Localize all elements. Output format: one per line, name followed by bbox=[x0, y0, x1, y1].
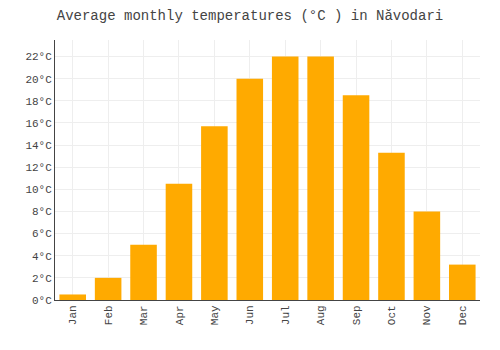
svg-text:Oct: Oct bbox=[386, 305, 398, 325]
svg-text:Apr: Apr bbox=[174, 305, 186, 325]
svg-text:Jan: Jan bbox=[67, 305, 79, 325]
svg-text:16°C: 16°C bbox=[25, 118, 52, 130]
svg-text:Dec: Dec bbox=[457, 305, 469, 325]
svg-text:12°C: 12°C bbox=[25, 162, 52, 174]
svg-text:Nov: Nov bbox=[421, 305, 433, 325]
svg-text:Mar: Mar bbox=[138, 305, 150, 325]
svg-text:Aug: Aug bbox=[315, 305, 327, 325]
svg-text:4°C: 4°C bbox=[32, 251, 52, 263]
svg-text:18°C: 18°C bbox=[25, 96, 52, 108]
svg-text:22°C: 22°C bbox=[25, 51, 52, 63]
svg-text:8°C: 8°C bbox=[32, 206, 52, 218]
svg-text:20°C: 20°C bbox=[25, 74, 52, 86]
svg-text:Jun: Jun bbox=[244, 305, 256, 325]
svg-text:6°C: 6°C bbox=[32, 228, 52, 240]
svg-text:10°C: 10°C bbox=[25, 184, 52, 196]
svg-text:0°C: 0°C bbox=[32, 295, 52, 307]
svg-text:2°C: 2°C bbox=[32, 273, 52, 285]
svg-text:14°C: 14°C bbox=[25, 140, 52, 152]
svg-text:Feb: Feb bbox=[103, 305, 115, 325]
svg-text:Average monthly temperatures (: Average monthly temperatures (°C ) in Nă… bbox=[57, 8, 443, 24]
svg-text:May: May bbox=[209, 305, 221, 325]
svg-text:Jul: Jul bbox=[280, 305, 292, 325]
svg-text:Sep: Sep bbox=[351, 305, 363, 325]
